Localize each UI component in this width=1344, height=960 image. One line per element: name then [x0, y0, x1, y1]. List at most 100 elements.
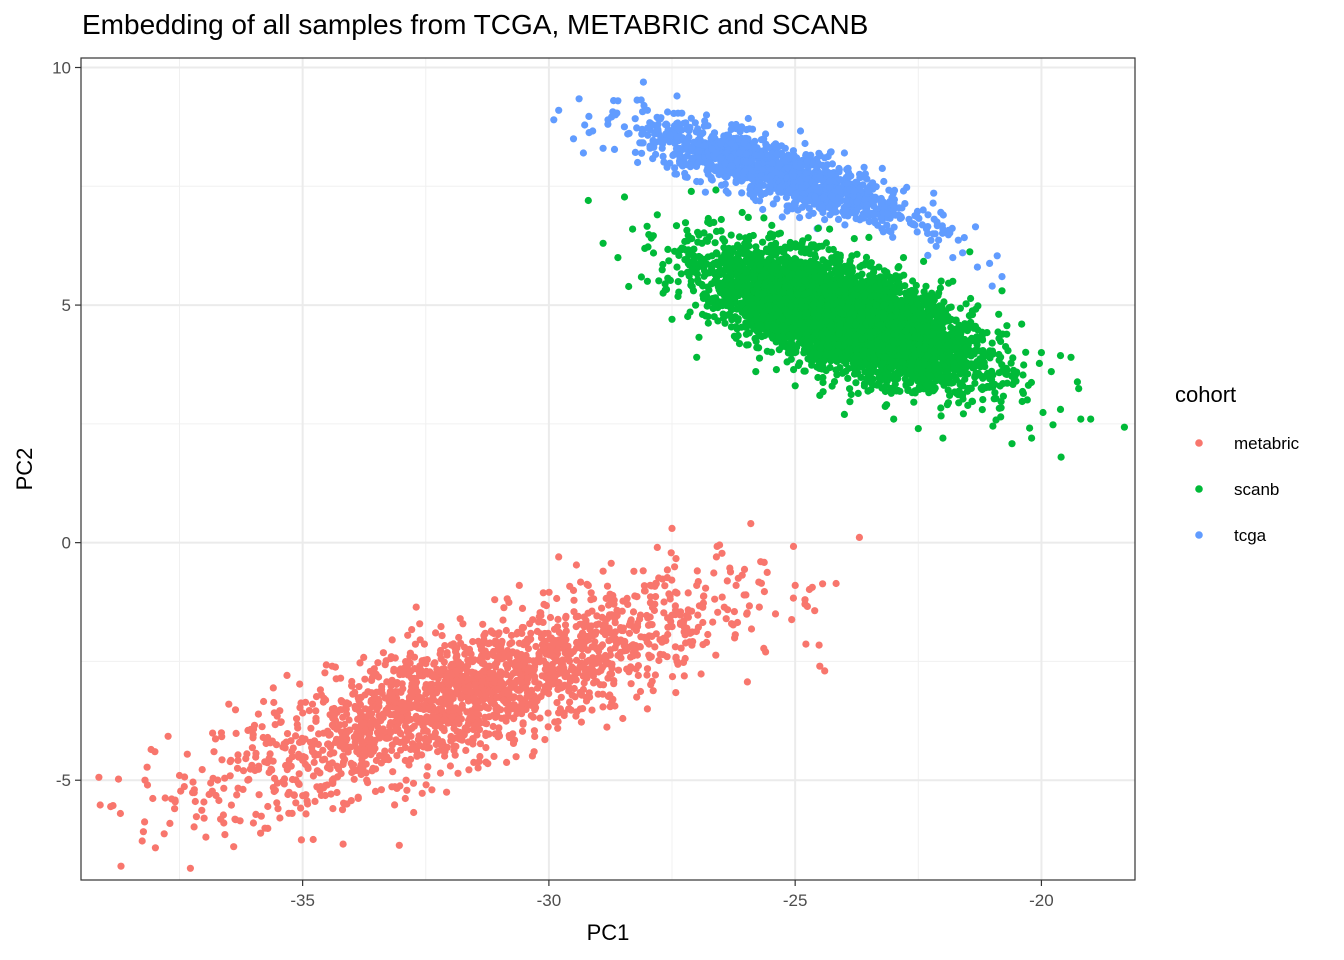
point-tcga [747, 182, 755, 191]
point-metabric [399, 685, 407, 693]
point-metabric [393, 752, 401, 760]
point-tcga [727, 162, 736, 170]
point-scanb [744, 213, 752, 221]
point-metabric [454, 769, 462, 777]
point-tcga [791, 201, 799, 209]
point-metabric [333, 788, 341, 797]
point-metabric [440, 658, 448, 666]
point-metabric [151, 748, 159, 756]
point-metabric [205, 790, 213, 799]
point-metabric [355, 683, 363, 691]
point-tcga [863, 201, 871, 209]
point-metabric [315, 730, 323, 738]
point-metabric [407, 755, 415, 764]
point-tcga [727, 153, 735, 162]
point-metabric [375, 716, 383, 724]
point-metabric [484, 640, 492, 648]
point-metabric [527, 629, 535, 637]
point-metabric [643, 665, 652, 673]
point-tcga [930, 189, 938, 197]
point-metabric [430, 696, 438, 704]
point-metabric [171, 805, 179, 813]
point-metabric [476, 740, 484, 748]
point-metabric [354, 706, 363, 714]
point-tcga [785, 202, 793, 210]
point-metabric [513, 685, 522, 693]
point-metabric [613, 612, 621, 620]
point-metabric [259, 733, 267, 742]
point-tcga [773, 150, 781, 158]
point-metabric [594, 690, 602, 698]
point-tcga [575, 95, 583, 103]
point-metabric [397, 700, 405, 708]
point-metabric [539, 618, 547, 627]
point-metabric [416, 620, 424, 628]
point-metabric [177, 787, 185, 795]
point-metabric [404, 714, 412, 723]
point-metabric [559, 661, 567, 669]
point-metabric [493, 693, 501, 702]
point-metabric [643, 671, 651, 679]
point-metabric [368, 676, 376, 685]
point-tcga [828, 160, 837, 168]
point-metabric [477, 646, 485, 654]
point-metabric [803, 602, 812, 611]
point-tcga [853, 198, 861, 206]
point-metabric [673, 589, 681, 597]
point-metabric [723, 577, 731, 585]
point-scanb [760, 214, 768, 222]
point-metabric [288, 775, 297, 784]
point-metabric [494, 685, 502, 693]
point-metabric [515, 661, 524, 669]
point-metabric [464, 662, 472, 670]
point-metabric [647, 681, 655, 689]
point-metabric [351, 723, 359, 731]
point-scanb [910, 398, 918, 406]
point-metabric [200, 814, 208, 822]
point-metabric [415, 741, 423, 749]
point-metabric [605, 601, 613, 609]
point-metabric [272, 741, 280, 749]
point-metabric [319, 746, 327, 754]
point-metabric [816, 662, 824, 670]
point-metabric [512, 753, 520, 761]
point-tcga [935, 236, 943, 244]
point-tcga [827, 170, 835, 179]
point-metabric [481, 630, 489, 638]
point-tcga [915, 214, 923, 222]
point-metabric [330, 713, 338, 721]
point-tcga [669, 151, 677, 159]
point-tcga [811, 193, 819, 201]
point-tcga [704, 160, 712, 168]
point-metabric [299, 709, 307, 717]
point-tcga [754, 163, 762, 171]
point-metabric [313, 767, 321, 775]
point-tcga [890, 223, 898, 231]
point-metabric [402, 658, 410, 666]
point-metabric [161, 794, 169, 802]
point-tcga [685, 133, 693, 141]
point-metabric [370, 694, 378, 702]
point-tcga [801, 139, 809, 148]
point-tcga [796, 163, 804, 171]
point-metabric [533, 657, 541, 665]
point-metabric [464, 656, 472, 664]
point-metabric [337, 674, 345, 682]
point-metabric [677, 644, 685, 652]
point-tcga [783, 164, 792, 172]
point-metabric [191, 797, 199, 806]
point-metabric [227, 801, 235, 809]
point-metabric [668, 623, 676, 631]
point-metabric [630, 567, 638, 575]
point-tcga [850, 187, 858, 195]
chart-title: Embedding of all samples from TCGA, META… [82, 9, 868, 40]
point-metabric [149, 794, 157, 803]
point-scanb [1008, 440, 1016, 448]
point-metabric [445, 687, 453, 695]
point-metabric [393, 679, 401, 687]
point-tcga [883, 210, 892, 218]
point-metabric [418, 789, 426, 797]
point-metabric [383, 753, 391, 761]
point-metabric [655, 656, 663, 665]
point-tcga [880, 177, 888, 186]
